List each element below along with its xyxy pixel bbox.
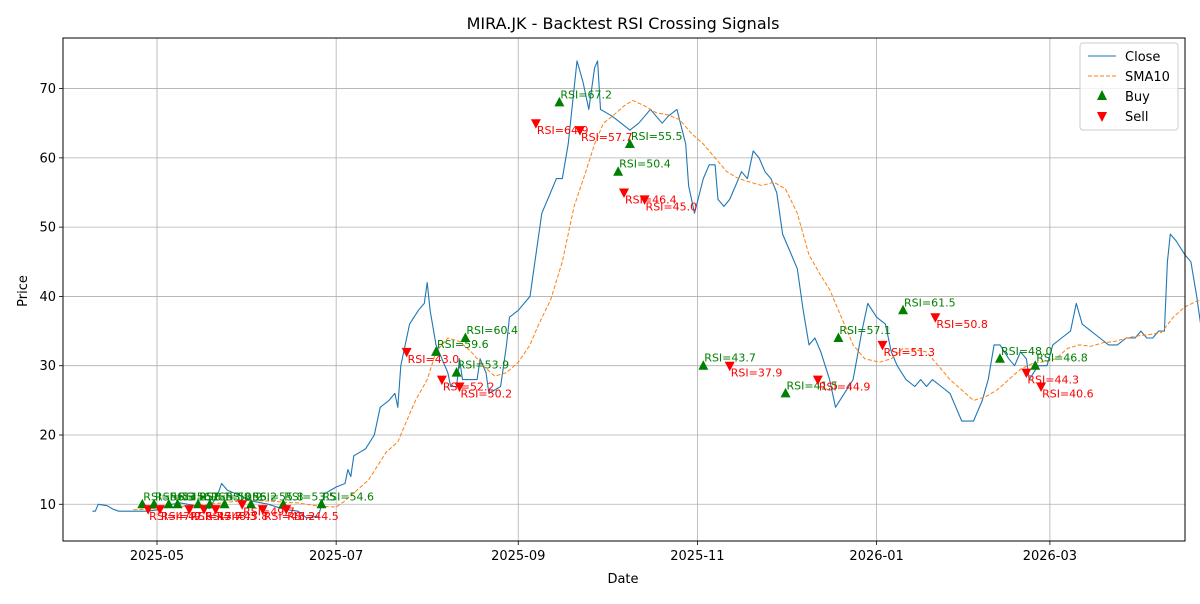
x-tick-label: 2026-03 [1023,549,1077,564]
sell-label: RSI=45.0 [646,200,698,213]
sell-label: RSI=44.5 [287,510,339,523]
y-tick-label: 60 [39,151,56,166]
sell-label: RSI=50.8 [936,318,988,331]
x-tick-label: 2025-07 [309,549,363,564]
sell-label: RSI=44.9 [819,381,871,394]
buy-label: RSI=57.1 [839,324,891,337]
buy-label: RSI=54.6 [322,490,374,503]
sell-label: RSI=50.2 [461,387,513,400]
buy-label: RSI=55.5 [631,130,683,143]
x-axis-label: Date [607,572,638,587]
sell-label: RSI=37.9 [731,367,783,380]
sell-label: RSI=44.3 [1027,374,1079,387]
x-tick-label: 2025-09 [491,549,545,564]
sell-label: RSI=40.6 [1042,387,1094,400]
buy-label: RSI=61.5 [904,296,956,309]
y-tick-label: 50 [39,221,56,236]
legend-label: SMA10 [1125,70,1170,85]
sell-label: RSI=51.3 [883,346,935,359]
buy-label: RSI=53.9 [458,359,510,372]
legend-label: Sell [1125,110,1148,125]
y-axis-label: Price [16,275,31,307]
y-tick-label: 10 [39,498,56,513]
legend-label: Close [1125,50,1160,65]
legend: Close SMA10 Buy Sell [1080,43,1178,130]
chart-title: MIRA.JK - Backtest RSI Crossing Signals [467,14,780,33]
buy-label: RSI=67.2 [560,88,612,101]
y-tick-label: 30 [39,359,56,374]
x-tick-label: 2025-11 [670,549,724,564]
legend-label: Buy [1125,90,1150,105]
sell-label: RSI=57.7 [581,131,633,144]
buy-label: RSI=46.8 [1036,352,1088,365]
y-tick-label: 20 [39,428,56,443]
x-tick-label: 2025-05 [130,549,184,564]
y-tick-label: 40 [39,290,56,305]
buy-label: RSI=60.4 [466,324,518,337]
x-tick-label: 2026-01 [849,549,903,564]
buy-label: RSI=50.4 [619,158,671,171]
y-tick-label: 70 [39,82,56,97]
